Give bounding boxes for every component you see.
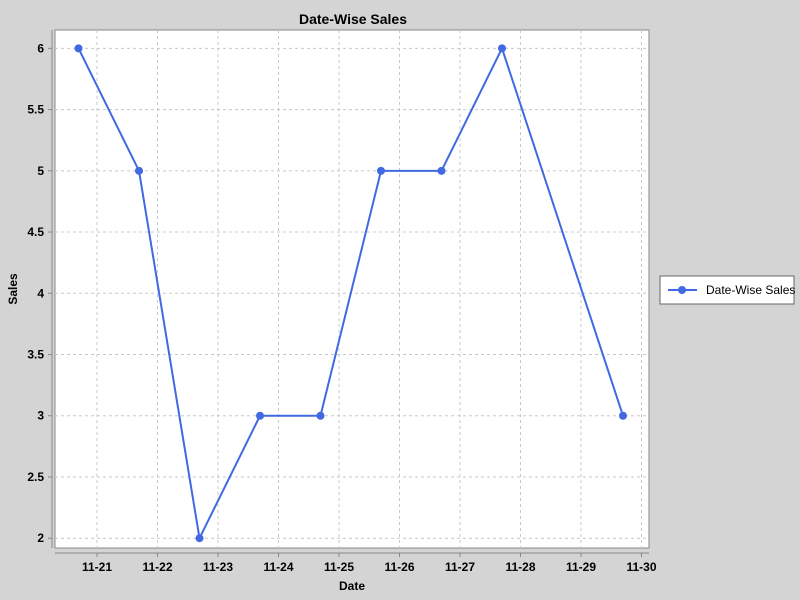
x-tick-label: 11-22: [142, 560, 172, 574]
y-tick-label: 4.5: [27, 225, 44, 239]
x-tick-label: 11-26: [384, 560, 414, 574]
y-tick-label: 2: [37, 531, 44, 545]
y-tick-label: 5.5: [27, 103, 44, 117]
y-tick-label: 3: [37, 409, 44, 423]
chart-title: Date-Wise Sales: [299, 11, 407, 27]
series: [74, 44, 627, 543]
data-point: [498, 44, 506, 53]
x-tick-label: 11-30: [626, 560, 656, 574]
x-tick-label: 11-28: [505, 560, 535, 574]
data-point: [135, 166, 143, 175]
y-tick-label: 4: [37, 286, 44, 300]
y-tick-label: 3.5: [27, 348, 44, 362]
y-tick-label: 5: [37, 164, 44, 178]
data-point: [316, 411, 325, 420]
x-tick-label: 11-25: [324, 560, 354, 574]
x-axis-label: Date: [339, 579, 365, 593]
axes: 2 2.5 3 3.5 4 4.5 5 5.5 6 11-21 11-22 11-23 11-24 11-…: [27, 30, 657, 574]
data-point: [195, 534, 204, 543]
data-point: [377, 166, 385, 175]
legend-marker: [678, 286, 686, 294]
data-point: [437, 166, 446, 175]
x-tick-label: 11-27: [445, 560, 475, 574]
data-point: [74, 44, 83, 53]
x-tick-label: 11-23: [203, 560, 233, 574]
legend: Date-Wise Sales: [659, 275, 795, 305]
x-tick-label: 11-29: [566, 560, 596, 574]
legend-label: Date-Wise Sales: [706, 283, 795, 297]
x-tick-label: 11-24: [263, 560, 293, 574]
y-axis-label: Sales: [6, 273, 20, 305]
y-tick-label: 6: [37, 41, 44, 55]
data-point: [619, 411, 627, 420]
data-point: [256, 411, 264, 420]
y-tick-label: 2.5: [27, 470, 44, 484]
x-tick-label: 11-21: [82, 560, 112, 574]
grid: [55, 30, 649, 548]
